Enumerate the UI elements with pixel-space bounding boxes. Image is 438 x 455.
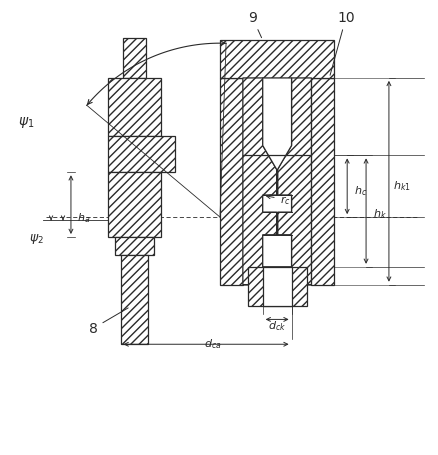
Text: 9: 9 [247,11,261,39]
Polygon shape [242,79,276,285]
Polygon shape [277,79,311,285]
Polygon shape [219,79,242,285]
Text: $r_c$: $r_c$ [266,194,290,207]
Polygon shape [219,41,333,79]
Polygon shape [114,238,154,255]
Polygon shape [120,255,148,344]
Text: $h_{k1}$: $h_{k1}$ [392,179,410,193]
Polygon shape [122,39,146,79]
Polygon shape [311,79,333,285]
Polygon shape [262,79,291,267]
Text: $\psi_1$: $\psi_1$ [18,114,34,129]
Text: 10: 10 [329,11,354,76]
Polygon shape [107,173,161,238]
Text: 8: 8 [88,308,128,336]
Text: $d_{ca}$: $d_{ca}$ [204,337,221,350]
Polygon shape [247,267,307,307]
Text: $h_k$: $h_k$ [372,207,386,221]
Polygon shape [107,136,175,173]
Text: $\psi_2$: $\psi_2$ [29,232,44,245]
Text: $h_c$: $h_c$ [353,184,367,198]
Bar [262,267,291,307]
Polygon shape [107,79,161,136]
Text: $d_{ck}$: $d_{ck}$ [267,318,285,333]
Text: $h_a$: $h_a$ [77,211,90,224]
